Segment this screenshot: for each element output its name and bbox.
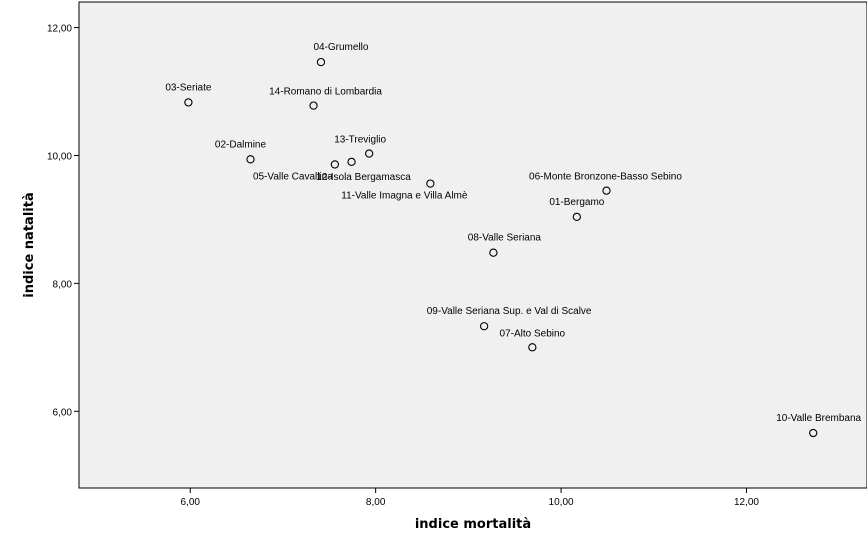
y-axis-title: indice natalità xyxy=(22,192,37,297)
data-point xyxy=(365,149,374,158)
data-point xyxy=(184,98,193,107)
x-tick-label: 12,00 xyxy=(734,497,759,508)
data-point-label: 03-Seriate xyxy=(165,82,212,93)
data-point xyxy=(489,248,498,257)
data-point-label: 02-Dalmine xyxy=(215,139,267,150)
data-point xyxy=(528,343,537,352)
data-point-label: 06-Monte Bronzone-Basso Sebino xyxy=(529,172,682,183)
x-axis-title: indice mortalità xyxy=(415,517,531,532)
data-point-label: 10-Valle Brembana xyxy=(776,413,861,424)
data-point-label: 14-Romano di Lombardia xyxy=(269,87,382,98)
data-point xyxy=(309,101,318,110)
data-point xyxy=(347,157,356,167)
data-point-label: 04-Grumello xyxy=(313,42,368,53)
data-point xyxy=(330,160,340,169)
data-point-label: 12-Isola Bergamasca xyxy=(316,172,411,183)
x-axis-ticks: 6,00 8,00 10,00 12,00 xyxy=(181,488,759,508)
data-point-label: 11-Valle Imagna e Villa Almè xyxy=(341,191,468,202)
data-points xyxy=(184,57,818,438)
plot-area xyxy=(78,1,867,489)
data-point-label: 01-Bergamo xyxy=(549,197,604,208)
y-tick-label: 12,00 xyxy=(47,24,72,35)
data-point-label: 08-Valle Seriana xyxy=(468,233,542,244)
data-point-label: 09-Valle Seriana Sup. e Val di Scalve xyxy=(427,306,592,317)
data-point-label: 13-Treviglio xyxy=(334,135,386,146)
data-point-label: 07-Alto Sebino xyxy=(500,328,566,339)
x-tick-label: 8,00 xyxy=(366,497,386,508)
y-tick-label: 8,00 xyxy=(53,279,73,290)
data-point xyxy=(246,155,255,164)
y-axis-ticks: 6,00 8,00 10,00 12,00 xyxy=(47,24,79,418)
data-point xyxy=(572,212,581,222)
y-tick-label: 6,00 xyxy=(53,407,73,418)
data-point-labels: 01-Bergamo 02-Dalmine 03-Seriate 04-Grumell… xyxy=(165,42,861,424)
data-point xyxy=(316,57,326,67)
x-tick-label: 6,00 xyxy=(181,497,201,508)
x-tick-label: 10,00 xyxy=(549,497,574,508)
data-point-label: 05-Valle Cavallina xyxy=(253,171,333,182)
y-tick-label: 10,00 xyxy=(47,151,72,162)
data-point xyxy=(809,428,818,438)
data-point xyxy=(426,179,435,188)
data-point xyxy=(479,322,489,331)
data-point xyxy=(602,186,611,195)
